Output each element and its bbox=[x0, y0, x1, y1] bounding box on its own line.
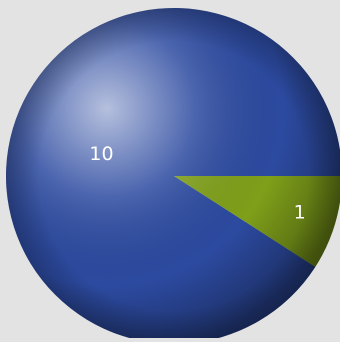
data-label-10: 10 bbox=[89, 143, 113, 165]
pie-slices bbox=[6, 8, 340, 342]
pie-data-labels: 10 1 bbox=[89, 143, 305, 223]
pie-slice-10 bbox=[6, 8, 340, 342]
data-label-1: 1 bbox=[294, 201, 306, 223]
